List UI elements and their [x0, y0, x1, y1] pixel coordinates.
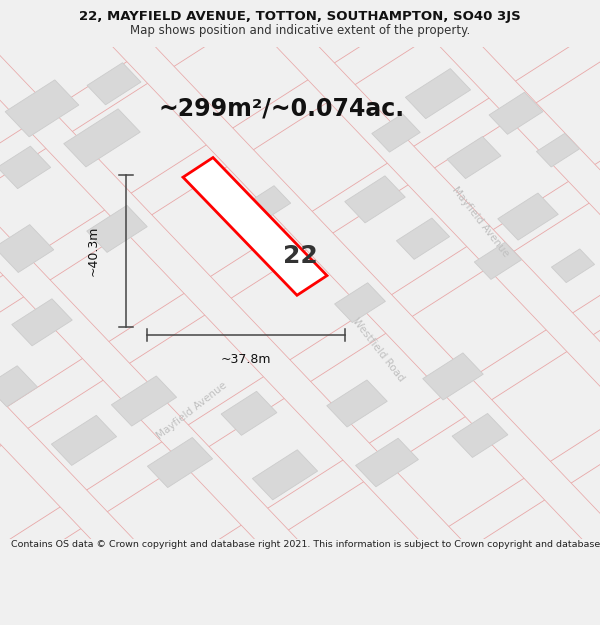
- Text: Mayfield Avenue: Mayfield Avenue: [155, 381, 229, 441]
- Polygon shape: [498, 193, 558, 240]
- Polygon shape: [0, 146, 51, 189]
- Polygon shape: [0, 0, 353, 155]
- Polygon shape: [447, 136, 501, 179]
- Polygon shape: [12, 299, 72, 346]
- Text: Westfield Road: Westfield Road: [350, 316, 406, 383]
- Polygon shape: [0, 130, 319, 625]
- Polygon shape: [163, 0, 600, 531]
- Polygon shape: [22, 194, 600, 625]
- Text: 22: 22: [283, 244, 317, 268]
- Polygon shape: [244, 186, 290, 223]
- Text: Mayfield Avenue: Mayfield Avenue: [449, 184, 511, 259]
- Polygon shape: [468, 0, 600, 336]
- Polygon shape: [0, 0, 600, 572]
- Polygon shape: [0, 0, 432, 238]
- Polygon shape: [0, 224, 54, 272]
- Polygon shape: [335, 282, 385, 322]
- Polygon shape: [0, 28, 600, 625]
- Polygon shape: [5, 80, 79, 137]
- Polygon shape: [356, 438, 418, 487]
- Polygon shape: [253, 450, 317, 500]
- Polygon shape: [0, 366, 38, 407]
- Polygon shape: [327, 380, 387, 427]
- Text: ~37.8m: ~37.8m: [221, 353, 271, 366]
- Polygon shape: [148, 438, 212, 488]
- Polygon shape: [0, 65, 420, 625]
- Polygon shape: [372, 114, 420, 152]
- Text: 22, MAYFIELD AVENUE, TOTTON, SOUTHAMPTON, SO40 3JS: 22, MAYFIELD AVENUE, TOTTON, SOUTHAMPTON…: [79, 10, 521, 23]
- Polygon shape: [0, 0, 591, 405]
- Polygon shape: [181, 361, 600, 625]
- Text: Contains OS data © Crown copyright and database right 2021. This information is : Contains OS data © Crown copyright and d…: [11, 541, 600, 549]
- Polygon shape: [423, 353, 483, 400]
- Polygon shape: [536, 133, 580, 167]
- Text: ~299m²/~0.074ac.: ~299m²/~0.074ac.: [159, 96, 405, 121]
- Polygon shape: [101, 278, 600, 625]
- Polygon shape: [52, 416, 116, 466]
- Polygon shape: [397, 218, 449, 259]
- Polygon shape: [87, 62, 141, 105]
- Polygon shape: [265, 0, 600, 466]
- Polygon shape: [112, 376, 176, 426]
- Polygon shape: [183, 158, 327, 295]
- Polygon shape: [0, 111, 600, 625]
- Polygon shape: [0, 195, 217, 625]
- Polygon shape: [0, 0, 522, 625]
- Text: Map shows position and indicative extent of the property.: Map shows position and indicative extent…: [130, 24, 470, 36]
- Polygon shape: [551, 249, 595, 282]
- Polygon shape: [64, 109, 140, 167]
- Polygon shape: [489, 92, 543, 134]
- Polygon shape: [0, 0, 600, 488]
- Polygon shape: [452, 414, 508, 458]
- Polygon shape: [406, 69, 470, 119]
- Polygon shape: [475, 242, 521, 279]
- Text: ~40.3m: ~40.3m: [86, 226, 100, 276]
- Polygon shape: [367, 0, 600, 401]
- Polygon shape: [260, 444, 600, 625]
- Polygon shape: [87, 206, 147, 252]
- Polygon shape: [0, 260, 115, 625]
- Polygon shape: [62, 0, 600, 596]
- Polygon shape: [221, 391, 277, 436]
- Polygon shape: [345, 176, 405, 223]
- Polygon shape: [0, 0, 512, 322]
